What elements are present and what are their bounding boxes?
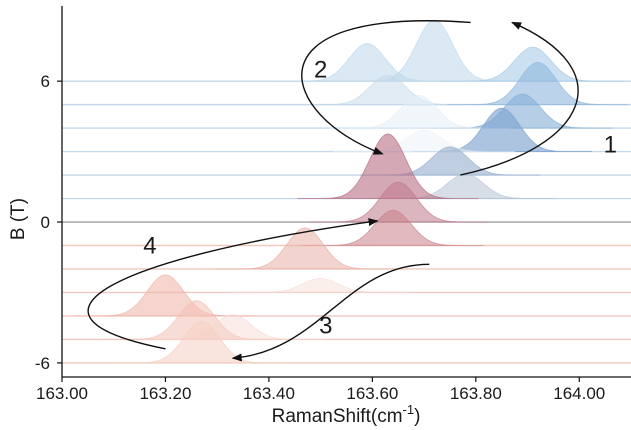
- arrow-label-4: 4: [143, 233, 156, 260]
- arrow-label-3: 3: [319, 312, 332, 339]
- axes-layer: 163.00 163.20 163.40 163.60 163.80 164.00 -6 0 6: [35, 6, 631, 403]
- y-tick-label: 0: [41, 213, 50, 232]
- peaks-layer: [74, 19, 629, 364]
- peak-16: [74, 274, 256, 317]
- y-tick-label: -6: [35, 354, 50, 373]
- x-tick-label: 163.00: [36, 384, 88, 403]
- y-axis-label: B (T): [8, 198, 29, 240]
- transition-arrow-2: [301, 20, 471, 155]
- peak-12: [307, 181, 489, 223]
- x-tick-label: 163.80: [450, 384, 502, 403]
- x-axis-label-main: RamanShift(cm: [272, 406, 403, 427]
- x-tick-label: 163.20: [139, 384, 191, 403]
- x-tick-label: 164.00: [553, 384, 605, 403]
- peak-19: [111, 321, 293, 364]
- x-axis-label: RamanShift(cm-1): [272, 402, 421, 427]
- y-tick-label: 6: [41, 72, 50, 91]
- peak-11: [297, 133, 479, 199]
- peak-4: [447, 61, 629, 106]
- peak-8: [333, 130, 515, 152]
- arrows-layer: 1 2 3 4: [87, 20, 617, 362]
- peak-15: [230, 277, 412, 293]
- peak-6: [328, 94, 510, 129]
- transition-arrow-1: [460, 21, 579, 176]
- x-axis-label-tail: ): [414, 406, 420, 427]
- x-axis-label-superscript: -1: [403, 402, 415, 417]
- peak-14: [214, 227, 396, 270]
- transition-arrow-3: [231, 263, 430, 362]
- peak-5: [431, 93, 613, 129]
- arrow-label-2: 2: [314, 56, 327, 83]
- peak-18: [142, 314, 324, 340]
- x-tick-label: 163.40: [243, 384, 295, 403]
- peak-13: [302, 209, 484, 246]
- transition-arrow-4: [87, 218, 379, 350]
- arrow-label-1: 1: [604, 132, 617, 159]
- x-tick-label: 163.60: [346, 384, 398, 403]
